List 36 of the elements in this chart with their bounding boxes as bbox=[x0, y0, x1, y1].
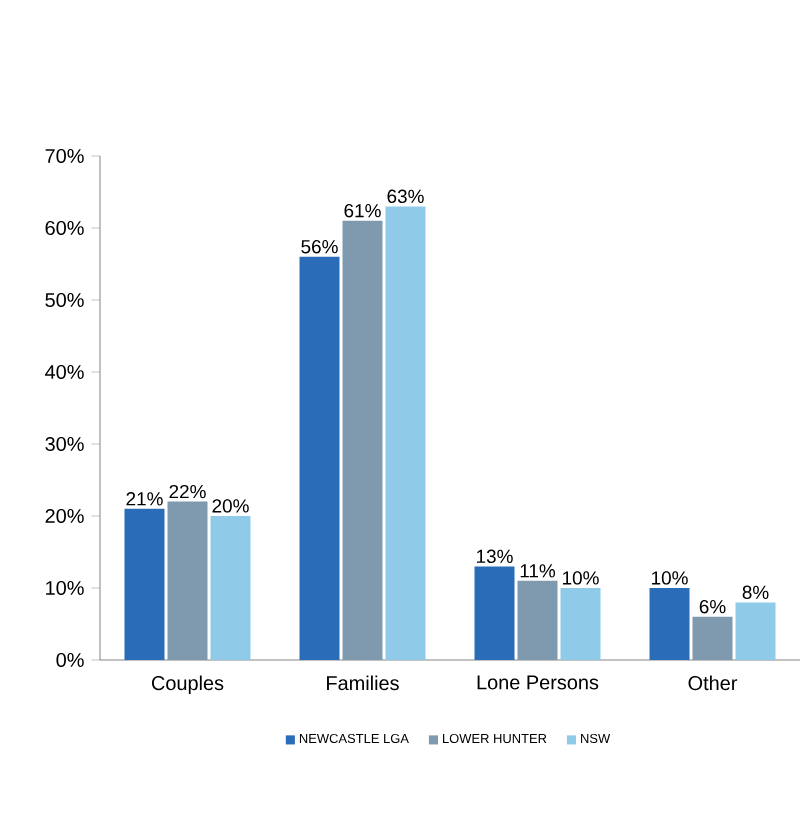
bar bbox=[649, 588, 690, 660]
bar bbox=[385, 206, 426, 660]
data-label: 21% bbox=[126, 492, 163, 506]
bar bbox=[210, 516, 251, 660]
bar bbox=[124, 508, 165, 660]
x-tick-label: Lone Persons bbox=[477, 675, 599, 690]
y-tick-label: 50% bbox=[45, 292, 84, 308]
data-label: 63% bbox=[387, 189, 424, 204]
bar bbox=[342, 220, 383, 660]
bar bbox=[560, 588, 601, 660]
y-tick-label: 40% bbox=[45, 364, 84, 380]
data-label: 8% bbox=[742, 585, 769, 600]
y-tick-label: 20% bbox=[45, 508, 84, 524]
data-label: 61% bbox=[344, 204, 381, 218]
data-label: 56% bbox=[301, 240, 338, 254]
bar bbox=[299, 256, 340, 660]
data-label: 10% bbox=[563, 571, 599, 585]
bar bbox=[692, 616, 733, 660]
bar bbox=[167, 501, 208, 660]
data-label: 11% bbox=[520, 564, 556, 578]
y-tick-label: 70% bbox=[45, 148, 84, 164]
y-tick-label: 60% bbox=[45, 220, 84, 236]
x-tick-label: Other bbox=[688, 675, 738, 691]
bar bbox=[517, 580, 558, 660]
data-label: 10% bbox=[652, 571, 688, 585]
bar bbox=[474, 566, 515, 660]
x-tick-label: Couples bbox=[151, 675, 224, 695]
y-tick-label: 0% bbox=[56, 652, 84, 668]
x-tick-label: Families bbox=[327, 675, 399, 691]
y-tick-label: 10% bbox=[46, 580, 84, 596]
y-tick-label: 30% bbox=[45, 436, 84, 452]
data-label: 20% bbox=[212, 499, 249, 513]
data-label: 22% bbox=[169, 484, 206, 499]
bar bbox=[735, 602, 776, 660]
data-label: 6% bbox=[699, 600, 726, 614]
data-label: 13% bbox=[477, 549, 513, 564]
